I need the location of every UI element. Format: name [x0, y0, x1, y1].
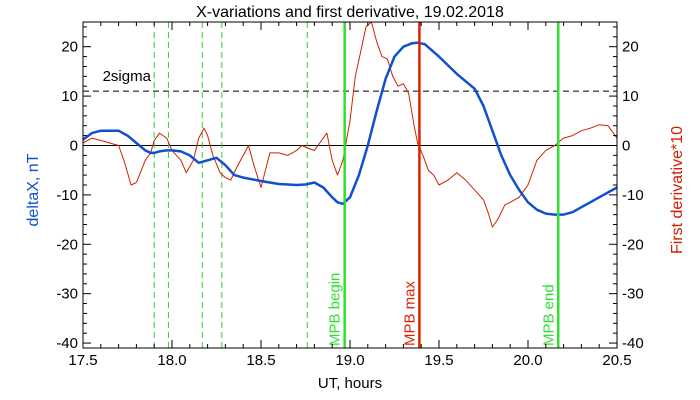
x-tick-label: 19.5 [424, 352, 453, 369]
mpb-begin-label: MPB begin [327, 273, 344, 346]
axes-layer: 17.5 18.0 18.5 19.0 19.5 20.0 20.5-40 -40-30 -30… [56, 22, 644, 369]
event-lines-layer: MPB begin MPB max MPB end [327, 22, 560, 348]
y-tick-label-left: 20 [61, 39, 78, 56]
y-tick-label-right: -30 [622, 286, 644, 303]
y-tick-label-right: -10 [622, 187, 644, 204]
x-tick-label: 20.5 [602, 352, 631, 369]
chart-title: X-variations and first derivative, 19.02… [196, 4, 504, 21]
series-layer [82, 21, 618, 228]
deltax-series-line [82, 41, 618, 216]
y-tick-label-right: 10 [622, 88, 639, 105]
y-axis-label-left: deltaX, nT [25, 153, 42, 226]
x-tick-label: 18.0 [157, 352, 186, 369]
mpb-end-label: MPB end [540, 284, 557, 346]
x-tick-label: 17.5 [68, 352, 97, 369]
y-tick-label-left: -20 [56, 236, 78, 253]
x-axis-label: UT, hours [318, 375, 382, 392]
x-tick-label: 19.0 [335, 352, 364, 369]
plot-frame [82, 21, 618, 349]
y-tick-label-left: -10 [56, 187, 78, 204]
y-tick-label-right: 0 [622, 137, 630, 154]
x-tick-label: 20.0 [513, 352, 542, 369]
y-tick-label-left: -30 [56, 286, 78, 303]
y-tick-label-left: 0 [70, 137, 78, 154]
y-tick-label-right: -20 [622, 236, 644, 253]
x-tick-label: 18.5 [246, 352, 275, 369]
y-axis-label-right: First derivative*10 [669, 126, 686, 254]
derivative-series-line [82, 21, 618, 228]
reference-lines-layer: 2sigma [83, 22, 617, 348]
y-tick-label-left: 10 [61, 88, 78, 105]
y-tick-label-left: -40 [56, 335, 78, 352]
sigma-label: 2sigma [103, 68, 152, 85]
y-tick-label-right: -40 [622, 335, 644, 352]
mpb-max-label: MPB max [401, 280, 418, 346]
y-tick-label-right: 20 [622, 39, 639, 56]
